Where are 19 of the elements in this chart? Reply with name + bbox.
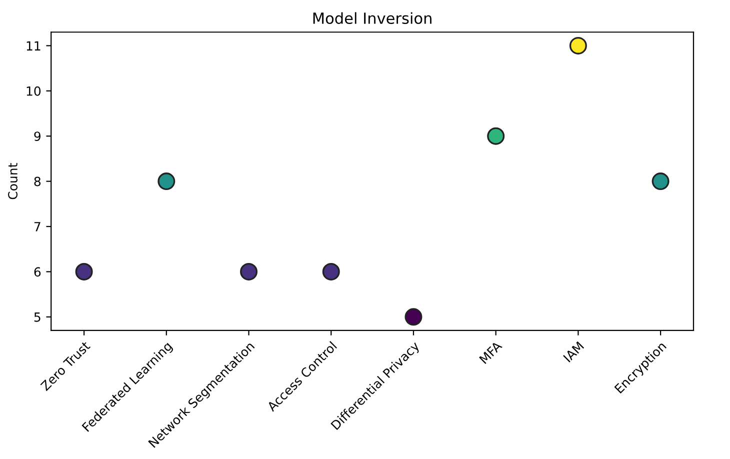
point — [75, 262, 93, 280]
y-tick-label: 7 — [34, 222, 40, 232]
y-tick-label: 11 — [26, 41, 40, 50]
x-tick-label: IAM — [563, 341, 584, 362]
x-tick-label: MFA — [479, 340, 502, 364]
point — [652, 172, 670, 190]
y-tick-label: 6 — [34, 267, 41, 277]
chart-title: Model Inversion — [313, 12, 432, 24]
point — [404, 308, 422, 326]
point — [322, 262, 340, 280]
point — [569, 36, 587, 54]
y-tick-label: 8 — [34, 176, 41, 186]
y-axis-title: Count — [8, 163, 18, 200]
point — [487, 127, 505, 145]
y-tick-label: 5 — [34, 312, 40, 322]
y-tick-label: 9 — [34, 132, 40, 142]
point — [240, 262, 258, 280]
y-tick-label: 10 — [26, 86, 41, 96]
point — [158, 172, 176, 190]
